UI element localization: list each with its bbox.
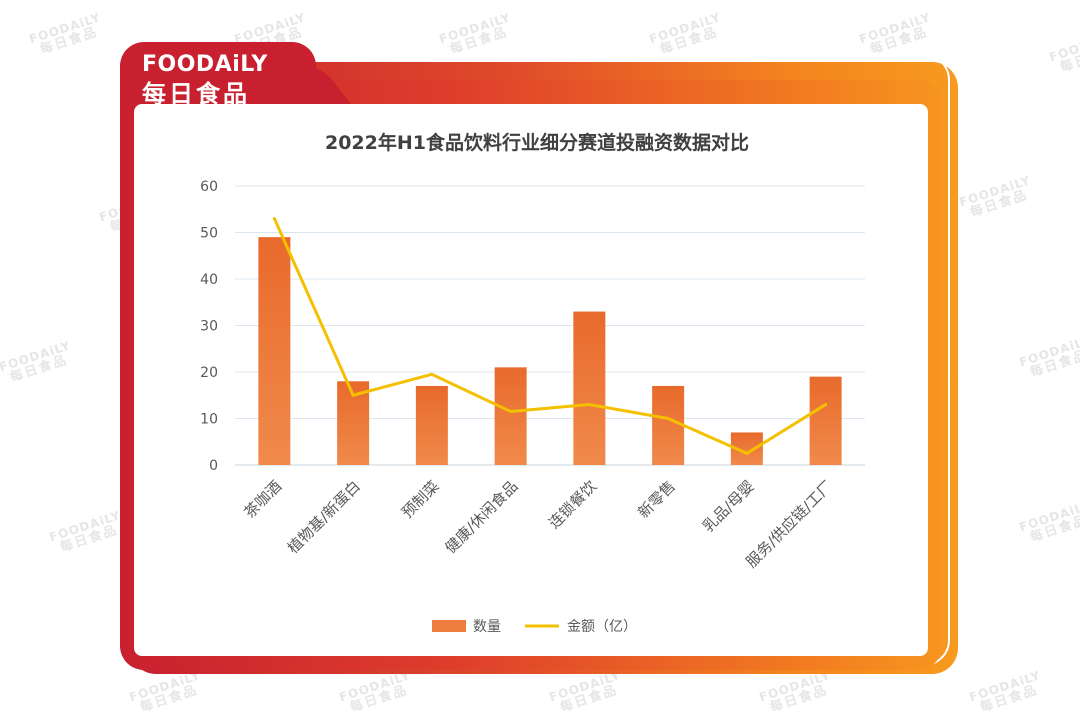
brand-logo-cn: 每日食品: [142, 80, 250, 108]
y-tick-label: 30: [200, 319, 218, 335]
chart-title: 2022年H1食品饮料行业细分赛道投融资数据对比: [325, 131, 749, 154]
y-axis-ticks: 0 10 20 30 40 50 60: [200, 179, 218, 474]
line-point: [351, 393, 355, 397]
line-series: [272, 217, 828, 455]
bar: [494, 367, 527, 465]
bar: [652, 385, 685, 465]
x-tick-label: 茶咖酒: [241, 477, 286, 522]
x-tick-label: 植物基/新蛋白: [284, 477, 364, 557]
line-point: [587, 403, 591, 407]
logo-tab: [120, 42, 316, 112]
x-tick-label: 连锁餐饮: [545, 477, 600, 532]
line-point: [745, 451, 749, 455]
bar: [809, 376, 842, 465]
y-tick-label: 40: [200, 272, 218, 288]
line-point: [509, 410, 513, 414]
bar: [258, 237, 291, 465]
bar: [573, 311, 606, 465]
x-tick-label: 健康/休闲食品: [442, 477, 522, 557]
legend-label-bar: 数量: [473, 619, 501, 635]
y-tick-label: 0: [209, 458, 218, 474]
bar: [415, 385, 448, 465]
line-point: [272, 217, 276, 221]
x-tick-label: 乳品/母婴: [699, 477, 758, 536]
legend: 数量 金额（亿）: [432, 619, 637, 635]
y-tick-label: 20: [200, 365, 218, 381]
line-series-path: [273, 217, 827, 455]
y-tick-label: 60: [200, 179, 218, 195]
bar-series: [258, 237, 842, 465]
x-tick-label: 服务/供应链/工厂: [742, 477, 836, 571]
line-point: [666, 417, 670, 420]
line-point: [824, 403, 828, 407]
legend-swatch-bar: [432, 620, 466, 632]
y-tick-label: 50: [200, 226, 218, 242]
x-tick-label: 预制菜: [398, 477, 443, 522]
brand-logo-en: FOODAiLY: [142, 52, 268, 77]
y-tick-label: 10: [200, 412, 218, 428]
legend-label-line: 金额（亿）: [567, 619, 637, 635]
grid-layer: [235, 185, 865, 466]
x-tick-label: 新零售: [634, 477, 679, 522]
line-point: [430, 372, 434, 376]
